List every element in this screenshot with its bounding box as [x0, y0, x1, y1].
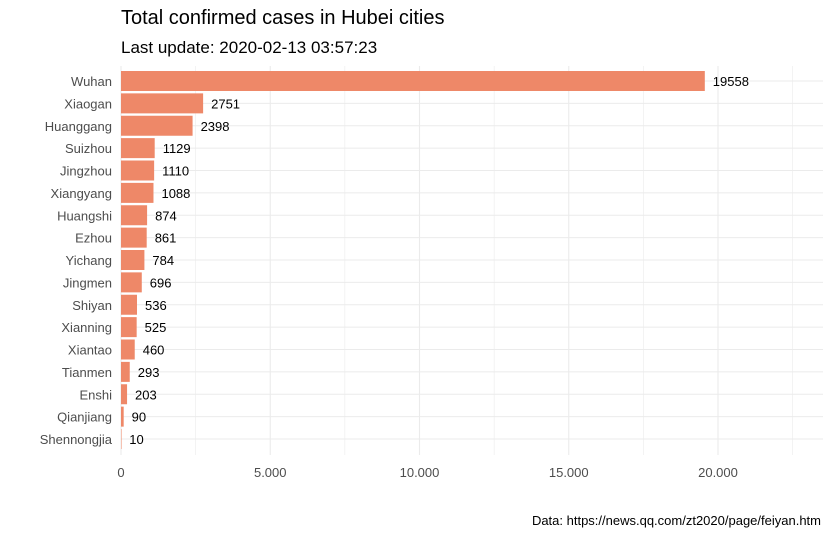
- chart-title: Total confirmed cases in Hubei cities: [121, 7, 445, 29]
- y-tick-label: Xiaogan: [64, 96, 112, 111]
- chart-subtitle: Last update: 2020-02-13 03:57:23: [121, 38, 378, 57]
- data-label-shiyan: 536: [145, 298, 167, 313]
- y-tick-label: Enshi: [79, 387, 112, 402]
- y-tick-label: Yichang: [66, 253, 113, 268]
- bar-jingmen: [121, 272, 142, 293]
- bar-yichang: [121, 250, 145, 270]
- y-tick-label: Xianning: [61, 320, 112, 335]
- y-tick-label: Jingzhou: [60, 164, 112, 179]
- data-label-ezhou: 861: [155, 231, 177, 246]
- data-label-tianmen: 293: [138, 365, 160, 380]
- bar-xiantao: [121, 339, 135, 360]
- bar-jingzhou: [121, 160, 155, 181]
- y-tick-label: Shennongjia: [40, 432, 113, 447]
- bar-suizhou: [121, 138, 155, 159]
- data-label-shennongjia: 10: [129, 432, 143, 447]
- bar-xiaogan: [121, 93, 204, 114]
- data-label-wuhan: 19558: [713, 74, 749, 89]
- data-label-huangshi: 874: [155, 208, 177, 223]
- y-tick-label: Wuhan: [71, 74, 112, 89]
- y-tick-label: Shiyan: [72, 298, 112, 313]
- data-label-suizhou: 1129: [163, 141, 191, 156]
- data-label-xiangyang: 1088: [161, 186, 190, 201]
- bar-ezhou: [121, 227, 147, 248]
- y-tick-label: Huangshi: [57, 208, 112, 223]
- data-label-qianjiang: 90: [132, 410, 146, 425]
- data-labels: 19558 2751 2398 1129 1110 1088 874 861 784 696 536…: [129, 74, 749, 447]
- bar-tianmen: [121, 361, 130, 382]
- data-label-xiaogan: 2751: [211, 96, 240, 111]
- x-axis-labels: 0 5.000 10.000 15.000 20.000: [117, 465, 738, 480]
- x-tick-label: 0: [117, 465, 124, 480]
- x-tick-label: 10.000: [400, 465, 440, 480]
- data-label-jingzhou: 1110: [162, 164, 189, 179]
- y-tick-label: Jingmen: [63, 275, 112, 290]
- bar-enshi: [121, 384, 128, 405]
- chart-caption: Data: https://news.qq.com/zt2020/page/fe…: [531, 513, 821, 528]
- data-label-xiantao: 460: [143, 343, 165, 358]
- y-tick-label: Ezhou: [75, 231, 112, 246]
- data-label-yichang: 784: [152, 253, 174, 268]
- y-axis-labels: Wuhan Xiaogan Huanggang Suizhou Jingzhou Xian…: [40, 74, 113, 447]
- bar-shiyan: [121, 294, 137, 315]
- data-label-xianning: 525: [145, 320, 167, 335]
- y-tick-label: Qianjiang: [57, 410, 112, 425]
- y-tick-label: Xiangyang: [51, 186, 112, 201]
- bars: [121, 71, 705, 449]
- y-tick-label: Huanggang: [45, 119, 112, 134]
- bar-huangshi: [121, 205, 148, 226]
- y-tick-label: Xiantao: [68, 343, 112, 358]
- bar-huanggang: [121, 115, 193, 136]
- y-tick-label: Suizhou: [65, 141, 112, 156]
- bar-xiangyang: [121, 182, 154, 203]
- data-label-enshi: 203: [135, 387, 157, 402]
- x-tick-label: 5.000: [254, 465, 287, 480]
- data-label-huanggang: 2398: [201, 119, 230, 134]
- bar-qianjiang: [121, 406, 124, 427]
- data-label-jingmen: 696: [150, 275, 172, 290]
- x-tick-label: 15.000: [549, 465, 589, 480]
- x-tick-label: 20.000: [698, 465, 738, 480]
- bar-xianning: [121, 317, 137, 338]
- y-tick-label: Tianmen: [62, 365, 112, 380]
- bar-shennongjia: [121, 429, 122, 449]
- bar-wuhan: [121, 71, 705, 91]
